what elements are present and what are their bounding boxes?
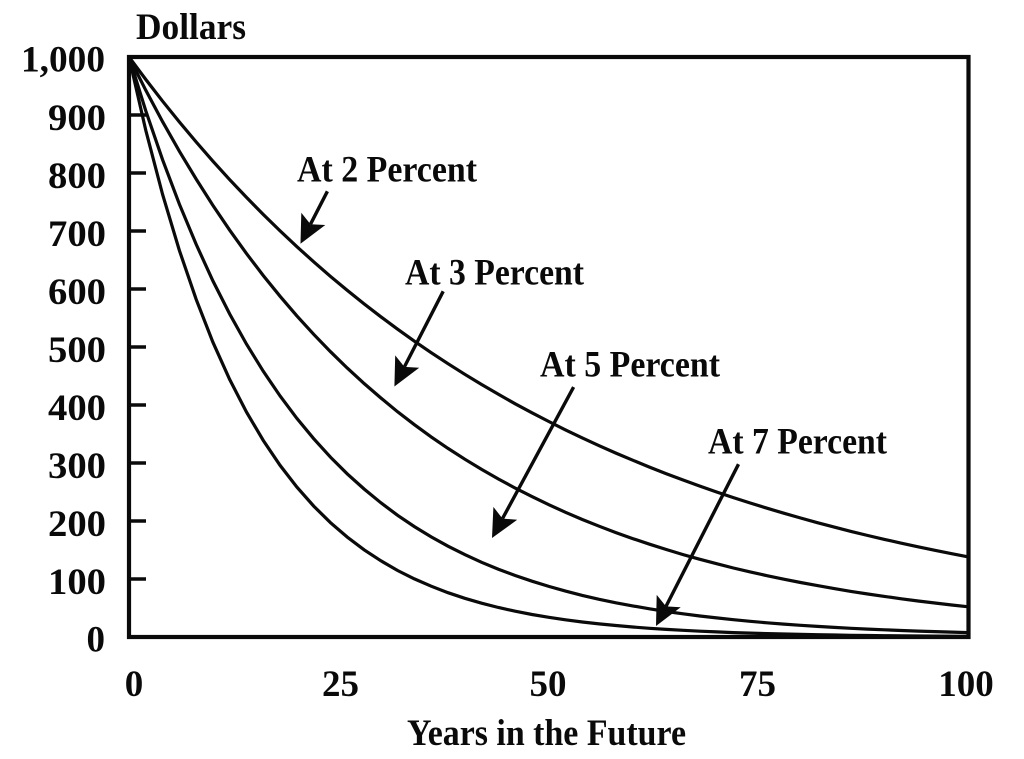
svg-text:700: 700 <box>48 214 106 255</box>
svg-text:At 3 Percent: At 3 Percent <box>405 253 585 294</box>
svg-text:800: 800 <box>48 156 106 197</box>
svg-text:300: 300 <box>48 446 106 487</box>
svg-text:200: 200 <box>48 504 106 545</box>
svg-text:At 7 Percent: At 7 Percent <box>708 422 888 463</box>
svg-text:50: 50 <box>530 664 567 705</box>
svg-text:500: 500 <box>48 330 106 371</box>
svg-text:Dollars: Dollars <box>136 7 246 48</box>
svg-text:0: 0 <box>125 664 144 705</box>
svg-text:100: 100 <box>938 664 994 705</box>
svg-text:75: 75 <box>739 664 776 705</box>
svg-text:400: 400 <box>48 388 106 429</box>
svg-text:600: 600 <box>48 272 106 313</box>
svg-text:At 5 Percent: At 5 Percent <box>540 345 721 386</box>
svg-text:25: 25 <box>322 664 359 705</box>
svg-text:Years in the Future: Years in the Future <box>407 713 686 754</box>
svg-text:1,000: 1,000 <box>21 40 105 81</box>
svg-text:At 2 Percent: At 2 Percent <box>297 150 478 191</box>
svg-text:100: 100 <box>48 562 106 603</box>
svg-text:0: 0 <box>87 620 106 661</box>
svg-text:900: 900 <box>48 98 106 139</box>
